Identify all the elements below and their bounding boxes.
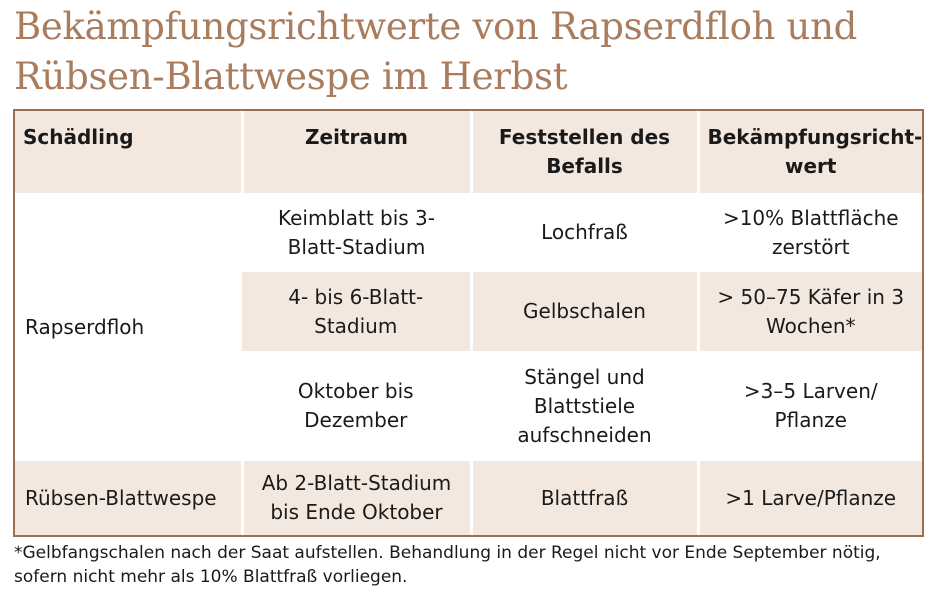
table-row: Rapserdfloh Keimblatt bis 3-Blatt-Stadiu… xyxy=(15,193,922,461)
threshold-cell: >1 Larve/Pflanze xyxy=(696,461,922,535)
detection-cell: Stängel und Blattstiele aufschneiden xyxy=(469,351,698,461)
table-header-row: Schädling Zeitraum Feststellen des Befal… xyxy=(15,111,922,193)
table-row: Rübsen-Blattwespe Ab 2-Blatt-Stadium bis… xyxy=(15,461,922,535)
detection-cell: Lochfraß xyxy=(469,193,698,272)
page-title: Bekämpfungsrichtwerte von Rapserdfloh un… xyxy=(14,5,858,98)
table-row: Oktober bis Dezember Stängel und Blattst… xyxy=(15,351,922,461)
header-pest: Schädling xyxy=(15,111,242,193)
pest-rapserdfloh: Rapserdfloh xyxy=(15,193,242,461)
threshold-table: Schädling Zeitraum Feststellen des Befal… xyxy=(13,109,924,537)
period-cell: Keimblatt bis 3-Blatt-Stadium xyxy=(240,193,471,272)
header-detection: Feststellen des Befalls xyxy=(469,111,698,193)
threshold-cell: > 50–75 Käfer in 3 Wochen* xyxy=(696,272,922,351)
table-row: 4- bis 6-Blatt-Stadium Gelbschalen > 50–… xyxy=(15,272,922,351)
period-cell: 4- bis 6-Blatt-Stadium xyxy=(242,272,471,351)
period-cell: Ab 2-Blatt-Stadium bis Ende Oktober xyxy=(240,461,471,535)
detection-cell: Blattfraß xyxy=(469,461,698,535)
period-cell: Oktober bis Dezember xyxy=(242,351,471,461)
header-threshold: Bekämpfungsricht-wert xyxy=(696,111,922,193)
detection-cell: Gelbschalen xyxy=(469,272,698,351)
footnote: *Gelbfangschalen nach der Saat aufstelle… xyxy=(14,543,881,587)
pest-blattwespe: Rübsen-Blattwespe xyxy=(15,461,242,535)
header-period: Zeitraum xyxy=(240,111,471,193)
threshold-cell: >10% Blattfläche zerstört xyxy=(696,193,922,272)
threshold-cell: >3–5 Larven/ Pflanze xyxy=(696,351,922,461)
